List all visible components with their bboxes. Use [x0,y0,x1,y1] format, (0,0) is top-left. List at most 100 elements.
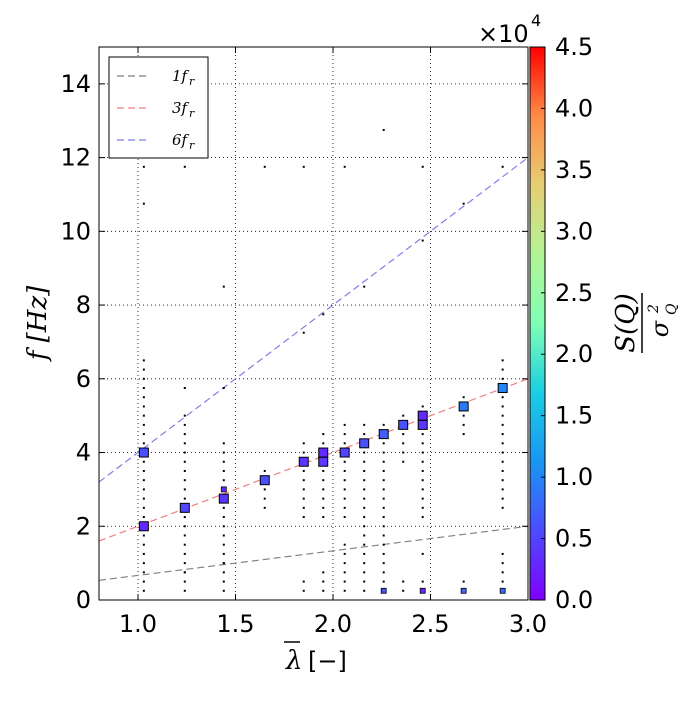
scatter-point [142,387,145,390]
scatter-point [363,488,366,491]
scatter-point [302,497,305,500]
scatter-point [363,571,366,574]
scatter-point [382,497,385,500]
scatter-point [382,571,385,574]
scatter-points [142,128,504,592]
scatter-point [142,165,145,168]
scatter-point [142,488,145,491]
scatter-point [501,571,504,574]
scatter-point [222,451,225,454]
scatter-point [382,506,385,509]
scatter-point [183,442,186,445]
scatter-point [382,423,385,426]
legend-label: 3f [172,99,190,117]
x-tick-label: 1.5 [216,610,254,638]
legend-label: 1f [172,67,190,85]
frequency-marker [359,438,370,449]
frequency-marker [318,456,329,467]
scatter-point [302,516,305,519]
frequency-marker-small [460,587,467,594]
scatter-point [183,580,186,583]
scatter-point [222,543,225,546]
scatter-point [263,497,266,500]
colorbar-tick-label: 2.5 [555,279,593,307]
scatter-point [142,414,145,417]
scatter-point [263,506,266,509]
scatter-point [322,313,325,316]
scatter-point [343,516,346,519]
scatter-point [183,433,186,436]
scatter-point [142,534,145,537]
scatter-point [183,387,186,390]
frequency-marker [458,401,469,412]
scatter-point [183,562,186,565]
scatter-point [501,479,504,482]
frequency-marker [417,419,428,430]
scatter-point [343,165,346,168]
scatter-point [142,377,145,380]
scatter-point [343,543,346,546]
scatter-point [142,442,145,445]
frequency-marker [378,429,389,440]
scatter-point [462,414,465,417]
frequency-marker-small [499,587,506,594]
colorbar-tick-label: 2.0 [555,340,593,368]
scatter-point [322,580,325,583]
colorbar-tick-label: 4.0 [555,94,593,122]
frequency-marker-small [380,587,387,594]
scatter-point [222,387,225,390]
scatter-point [222,479,225,482]
scatter-point [343,506,346,509]
scatter-point [363,451,366,454]
scatter-point [501,552,504,555]
scatter-point [382,460,385,463]
scatter-point [302,469,305,472]
y-tick-label: 6 [76,365,91,393]
scatter-point [501,405,504,408]
scatter-point [363,580,366,583]
colorbar-label-denominator-sup: 2 [646,304,662,314]
harmonic-line-1 [99,525,528,581]
scatter-point [421,460,424,463]
scatter-point [142,497,145,500]
scatter-point [142,479,145,482]
scatter-point [501,562,504,565]
scatter-point [222,442,225,445]
scatter-point [142,516,145,519]
legend-entry: 6f r [117,131,195,152]
scatter-point [322,516,325,519]
scatter-point [501,497,504,500]
scatter-point [421,506,424,509]
scatter-point [322,433,325,436]
x-tick-label: 2.5 [411,610,449,638]
scatter-point [402,589,405,592]
scatter-point [222,460,225,463]
scatter-point [363,460,366,463]
colorbar-label-numerator: S(Q) [611,293,641,352]
scatter-point [421,442,424,445]
scatter-point [183,497,186,500]
colorbar-label-denominator-sub: Q [664,303,680,315]
scatter-point [302,580,305,583]
frequency-marker [298,456,309,467]
scatter-point [421,479,424,482]
frequency-marker [318,447,329,458]
scatter-point [343,552,346,555]
scatter-point [363,516,366,519]
scatter-point [343,433,346,436]
frequency-markers [138,383,508,594]
scatter-point [343,423,346,426]
scatter-point [183,543,186,546]
scatter-point [222,580,225,583]
scatter-point [343,488,346,491]
scatter-point [302,506,305,509]
scatter-point [222,534,225,537]
y-tick-label: 2 [76,512,91,540]
scatter-point [263,165,266,168]
scatter-point [183,571,186,574]
x-axis-label-unit: [−] [308,647,347,675]
scatter-point [501,359,504,362]
scatter-point [363,525,366,528]
harmonic-line-3 [99,157,528,483]
scatter-point [382,552,385,555]
